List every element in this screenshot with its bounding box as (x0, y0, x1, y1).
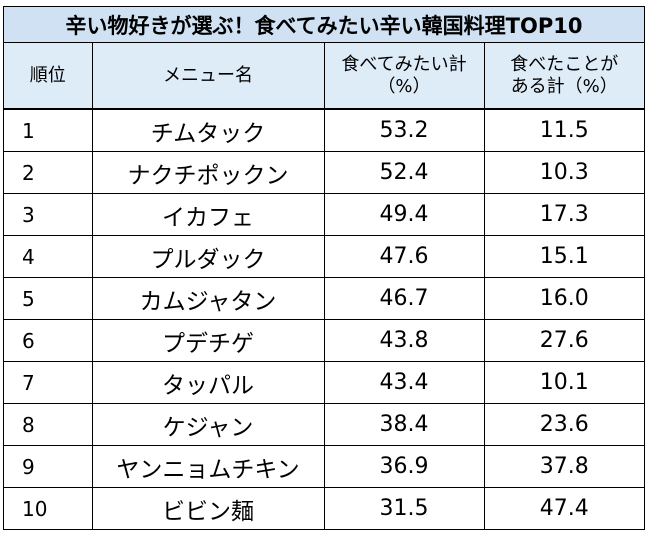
eaten-cell: 10.1 (484, 361, 644, 404)
rank-cell: 3 (4, 193, 93, 236)
rank-cell: 8 (4, 403, 93, 446)
header-eaten-line2: ある計（%） (510, 75, 618, 97)
table-row: 8 ケジャン 38.4 23.6 (4, 403, 644, 446)
rank-cell: 4 (4, 235, 93, 278)
table-row: 1 チムタック 53.2 11.5 (4, 109, 644, 152)
rank-cell: 10 (4, 487, 93, 529)
want-cell: 38.4 (324, 403, 485, 446)
rank-cell: 2 (4, 151, 93, 194)
want-cell: 49.4 (324, 193, 485, 236)
menu-cell: プルダック (92, 235, 325, 278)
menu-cell: イカフェ (92, 193, 325, 236)
table-header: 順位 メニュー名 食べてみたい計 （%） 食べたことが ある計（%） (4, 43, 644, 110)
want-cell: 47.6 (324, 235, 485, 278)
eaten-cell: 27.6 (484, 319, 644, 362)
eaten-cell: 47.4 (539, 496, 589, 521)
eaten-cell: 23.6 (484, 403, 644, 446)
want-cell: 43.8 (324, 319, 485, 362)
eaten-cell: 37.8 (484, 445, 644, 488)
table-row: 2 ナクチポックン 52.4 10.3 (4, 151, 644, 194)
table-row: 4 プルダック 47.6 15.1 (4, 235, 644, 278)
table-title: 辛い物好きが選ぶ！食べてみたい辛い韓国料理TOP10 (4, 7, 644, 43)
menu-cell: チムタック (92, 109, 325, 152)
header-want: 食べてみたい計 （%） (324, 43, 485, 110)
header-want-line2: （%） (377, 75, 431, 97)
table-row: 3 イカフェ 49.4 17.3 (4, 193, 644, 236)
rank-cell: 5 (4, 277, 93, 320)
eaten-cell: 10.3 (484, 151, 644, 194)
ranking-table-frame: 辛い物好きが選ぶ！食べてみたい辛い韓国料理TOP10 順位 メニュー名 食べてみ… (3, 6, 645, 530)
header-menu-label: メニュー名 (163, 64, 253, 86)
rank-cell: 9 (4, 445, 93, 488)
header-eaten: 食べたことが ある計（%） (484, 43, 644, 110)
want-cell: 53.2 (324, 109, 485, 152)
menu-cell: ビビン麺 (92, 487, 325, 529)
header-rank-label: 順位 (29, 64, 66, 86)
header-menu: メニュー名 (92, 43, 325, 110)
want-cell: 43.4 (324, 361, 485, 404)
want-cell: 31.5 (324, 487, 485, 529)
want-cell: 46.7 (324, 277, 485, 320)
header-row: 順位 メニュー名 食べてみたい計 （%） 食べたことが ある計（%） (4, 43, 644, 110)
eaten-cell: 11.5 (484, 109, 644, 152)
rank-cell: 7 (4, 361, 93, 404)
menu-cell: ケジャン (92, 403, 325, 446)
menu-cell: タッパル (92, 361, 325, 404)
menu-cell: プデチゲ (92, 319, 325, 362)
table-row: 7 タッパル 43.4 10.1 (4, 361, 644, 404)
eaten-cell: 16.0 (484, 277, 644, 320)
menu-cell: ナクチポックン (92, 151, 325, 194)
ranking-table: 順位 メニュー名 食べてみたい計 （%） 食べたことが ある計（%） 1 チムタ… (4, 43, 644, 529)
rank-cell: 6 (4, 319, 93, 362)
eaten-cell: 15.1 (484, 235, 644, 278)
menu-cell: ヤンニョムチキン (92, 445, 325, 488)
want-cell: 52.4 (324, 151, 485, 194)
table-row: 6 プデチゲ 43.8 27.6 (4, 319, 644, 362)
header-eaten-line1: 食べたことが (510, 53, 619, 75)
want-cell: 36.9 (324, 445, 485, 488)
table-row: 9 ヤンニョムチキン 36.9 37.8 (4, 445, 644, 488)
header-want-line1: 食べてみたい計 (341, 53, 467, 75)
menu-cell: カムジャタン (92, 277, 325, 320)
table-row: 5 カムジャタン 46.7 16.0 (4, 277, 644, 320)
table-body: 1 チムタック 53.2 11.5 2 ナクチポックン 52.4 10.3 3 … (4, 109, 644, 529)
header-rank: 順位 (4, 43, 93, 110)
rank-cell: 1 (4, 109, 93, 152)
table-row: 10 ビビン麺 31.5 47.4 (4, 487, 644, 529)
eaten-cell: 17.3 (484, 193, 644, 236)
